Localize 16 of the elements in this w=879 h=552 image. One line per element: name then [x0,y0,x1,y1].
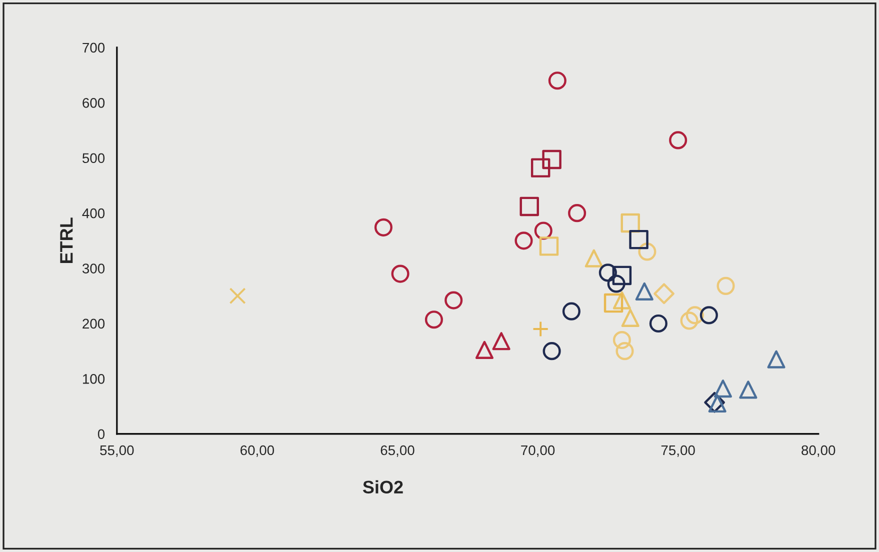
x-tick-label: 75,00 [661,445,695,457]
x-axis-title: SiO2 [362,480,403,494]
y-tick-label: 0 [98,429,105,440]
y-tick-label: 400 [82,208,105,218]
y-tick-label: 500 [82,153,105,164]
y-tick-label: 300 [82,264,105,274]
y-axis-title: ETRL [60,218,73,264]
x-tick-label: 60,00 [240,445,274,457]
x-tick-label: 55,00 [100,445,134,457]
y-tick-label: 200 [82,318,105,329]
y-tick-label: 600 [82,98,105,108]
x-tick-label: 70,00 [521,445,555,457]
y-tick-label: 700 [82,42,105,53]
x-tick-label: 80,00 [802,445,836,457]
x-tick-label: 65,00 [380,445,414,457]
y-tick-label: 100 [82,374,105,384]
